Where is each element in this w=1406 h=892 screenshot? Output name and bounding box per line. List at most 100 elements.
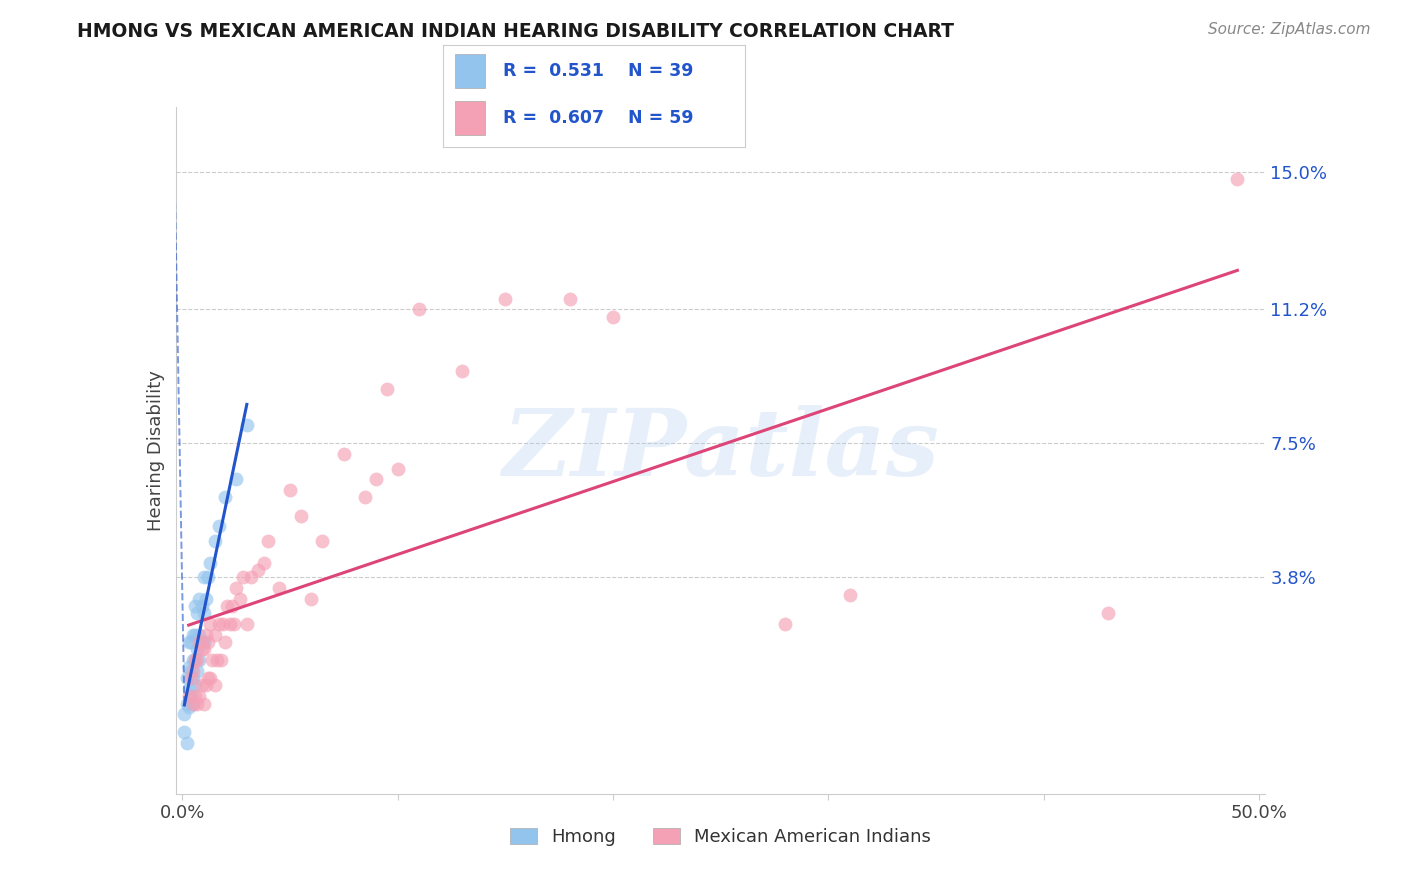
Point: [208, 617, 231, 632]
Point: [188, 628, 211, 642]
Point: [290, 508, 312, 523]
Point: [1097, 606, 1119, 620]
Point: [204, 628, 226, 642]
Point: [214, 491, 236, 505]
Point: [176, 697, 198, 711]
Point: [332, 447, 354, 461]
Point: [773, 617, 796, 632]
Point: [181, 697, 204, 711]
Point: [364, 472, 387, 486]
Point: [246, 563, 269, 577]
Point: [494, 292, 516, 306]
Point: [188, 653, 211, 667]
Point: [184, 628, 207, 642]
Point: [229, 591, 252, 606]
Text: R =  0.531    N = 39: R = 0.531 N = 39: [503, 62, 693, 79]
Point: [177, 681, 200, 696]
Point: [408, 302, 430, 317]
Point: [194, 628, 217, 642]
Point: [184, 690, 207, 704]
Point: [173, 707, 195, 722]
Point: [193, 642, 215, 657]
Point: [181, 697, 204, 711]
Point: [375, 382, 398, 396]
Point: [180, 690, 202, 704]
Point: [176, 736, 198, 750]
Text: ZIPatlas: ZIPatlas: [502, 406, 939, 495]
Text: Source: ZipAtlas.com: Source: ZipAtlas.com: [1208, 22, 1371, 37]
Y-axis label: Hearing Disability: Hearing Disability: [146, 370, 165, 531]
Point: [201, 653, 224, 667]
Point: [253, 556, 276, 570]
Point: [200, 617, 222, 632]
Point: [214, 635, 236, 649]
Point: [188, 591, 211, 606]
Point: [184, 653, 207, 667]
Point: [236, 617, 259, 632]
Point: [177, 660, 200, 674]
Point: [299, 591, 322, 606]
Point: [269, 581, 291, 595]
Point: [186, 697, 208, 711]
Point: [190, 642, 212, 657]
Point: [186, 664, 208, 678]
Point: [197, 570, 219, 584]
Point: [257, 533, 280, 548]
Point: [190, 599, 212, 613]
Point: [387, 461, 409, 475]
Point: [194, 678, 217, 692]
Point: [186, 606, 208, 620]
Bar: [456, 101, 485, 135]
Point: [186, 653, 208, 667]
Point: [184, 599, 207, 613]
Point: [190, 678, 212, 692]
Point: [193, 570, 215, 584]
Point: [194, 591, 217, 606]
Text: HMONG VS MEXICAN AMERICAN INDIAN HEARING DISABILITY CORRELATION CHART: HMONG VS MEXICAN AMERICAN INDIAN HEARING…: [77, 22, 955, 41]
Point: [451, 364, 474, 378]
Point: [354, 491, 377, 505]
Point: [177, 690, 200, 704]
Point: [240, 570, 263, 584]
Point: [218, 617, 240, 632]
Point: [190, 635, 212, 649]
Point: [181, 653, 204, 667]
Point: [209, 653, 232, 667]
Point: [204, 678, 226, 692]
Point: [184, 653, 207, 667]
Point: [838, 588, 860, 602]
Point: [180, 664, 202, 678]
Legend: Hmong, Mexican American Indians: Hmong, Mexican American Indians: [503, 821, 938, 854]
Point: [204, 533, 226, 548]
Point: [181, 664, 204, 678]
Bar: [456, 54, 485, 87]
Point: [231, 570, 253, 584]
Point: [176, 671, 198, 685]
Point: [193, 697, 215, 711]
Point: [225, 472, 247, 486]
Point: [1226, 172, 1249, 186]
Point: [200, 556, 222, 570]
Point: [205, 653, 228, 667]
Point: [193, 606, 215, 620]
Point: [311, 533, 333, 548]
Point: [222, 617, 245, 632]
Point: [217, 599, 239, 613]
Point: [180, 671, 202, 685]
Point: [558, 292, 581, 306]
Text: R =  0.607    N = 59: R = 0.607 N = 59: [503, 109, 693, 127]
Point: [225, 581, 247, 595]
Point: [602, 310, 624, 324]
Point: [180, 635, 202, 649]
Point: [184, 678, 207, 692]
Point: [278, 483, 301, 498]
Point: [186, 642, 208, 657]
Point: [197, 635, 219, 649]
Point: [188, 635, 211, 649]
Point: [181, 628, 204, 642]
Point: [177, 635, 200, 649]
Point: [188, 690, 211, 704]
Point: [200, 671, 222, 685]
Point: [177, 700, 200, 714]
Point: [221, 599, 243, 613]
